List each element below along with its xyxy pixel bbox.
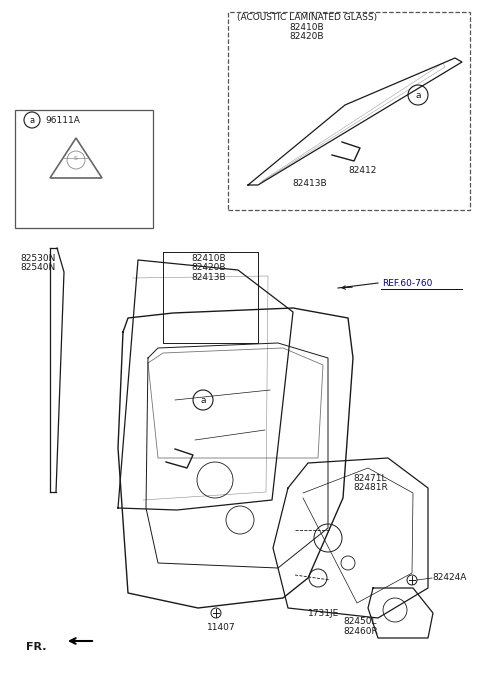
Text: 82530N: 82530N xyxy=(20,254,55,263)
Text: 11407: 11407 xyxy=(207,624,236,633)
Text: S: S xyxy=(74,156,78,161)
Text: 82471L: 82471L xyxy=(353,473,386,482)
Bar xyxy=(15,110,153,228)
Text: 82412: 82412 xyxy=(348,165,376,174)
Text: 82410B: 82410B xyxy=(191,254,226,263)
Text: 96111A: 96111A xyxy=(45,116,80,125)
Text: REF.60-760: REF.60-760 xyxy=(382,278,432,287)
Text: 82413B: 82413B xyxy=(191,273,226,282)
Text: a: a xyxy=(200,395,206,404)
Text: 82410B: 82410B xyxy=(290,23,324,32)
Text: 82424A: 82424A xyxy=(432,573,467,582)
Text: a: a xyxy=(29,116,35,125)
Text: 82540N: 82540N xyxy=(20,263,55,271)
Text: 82420B: 82420B xyxy=(191,263,226,271)
Text: (ACOUSTIC LAMINATED GLASS): (ACOUSTIC LAMINATED GLASS) xyxy=(237,12,377,21)
Bar xyxy=(228,12,470,210)
Text: 82481R: 82481R xyxy=(353,482,388,491)
Text: FR.: FR. xyxy=(26,642,47,652)
Text: 82450L: 82450L xyxy=(343,617,376,626)
Text: 82460R: 82460R xyxy=(343,626,378,635)
Text: 1731JE: 1731JE xyxy=(308,608,339,617)
Text: 82420B: 82420B xyxy=(290,32,324,41)
Text: 82413B: 82413B xyxy=(292,178,326,187)
Text: a: a xyxy=(415,90,421,99)
